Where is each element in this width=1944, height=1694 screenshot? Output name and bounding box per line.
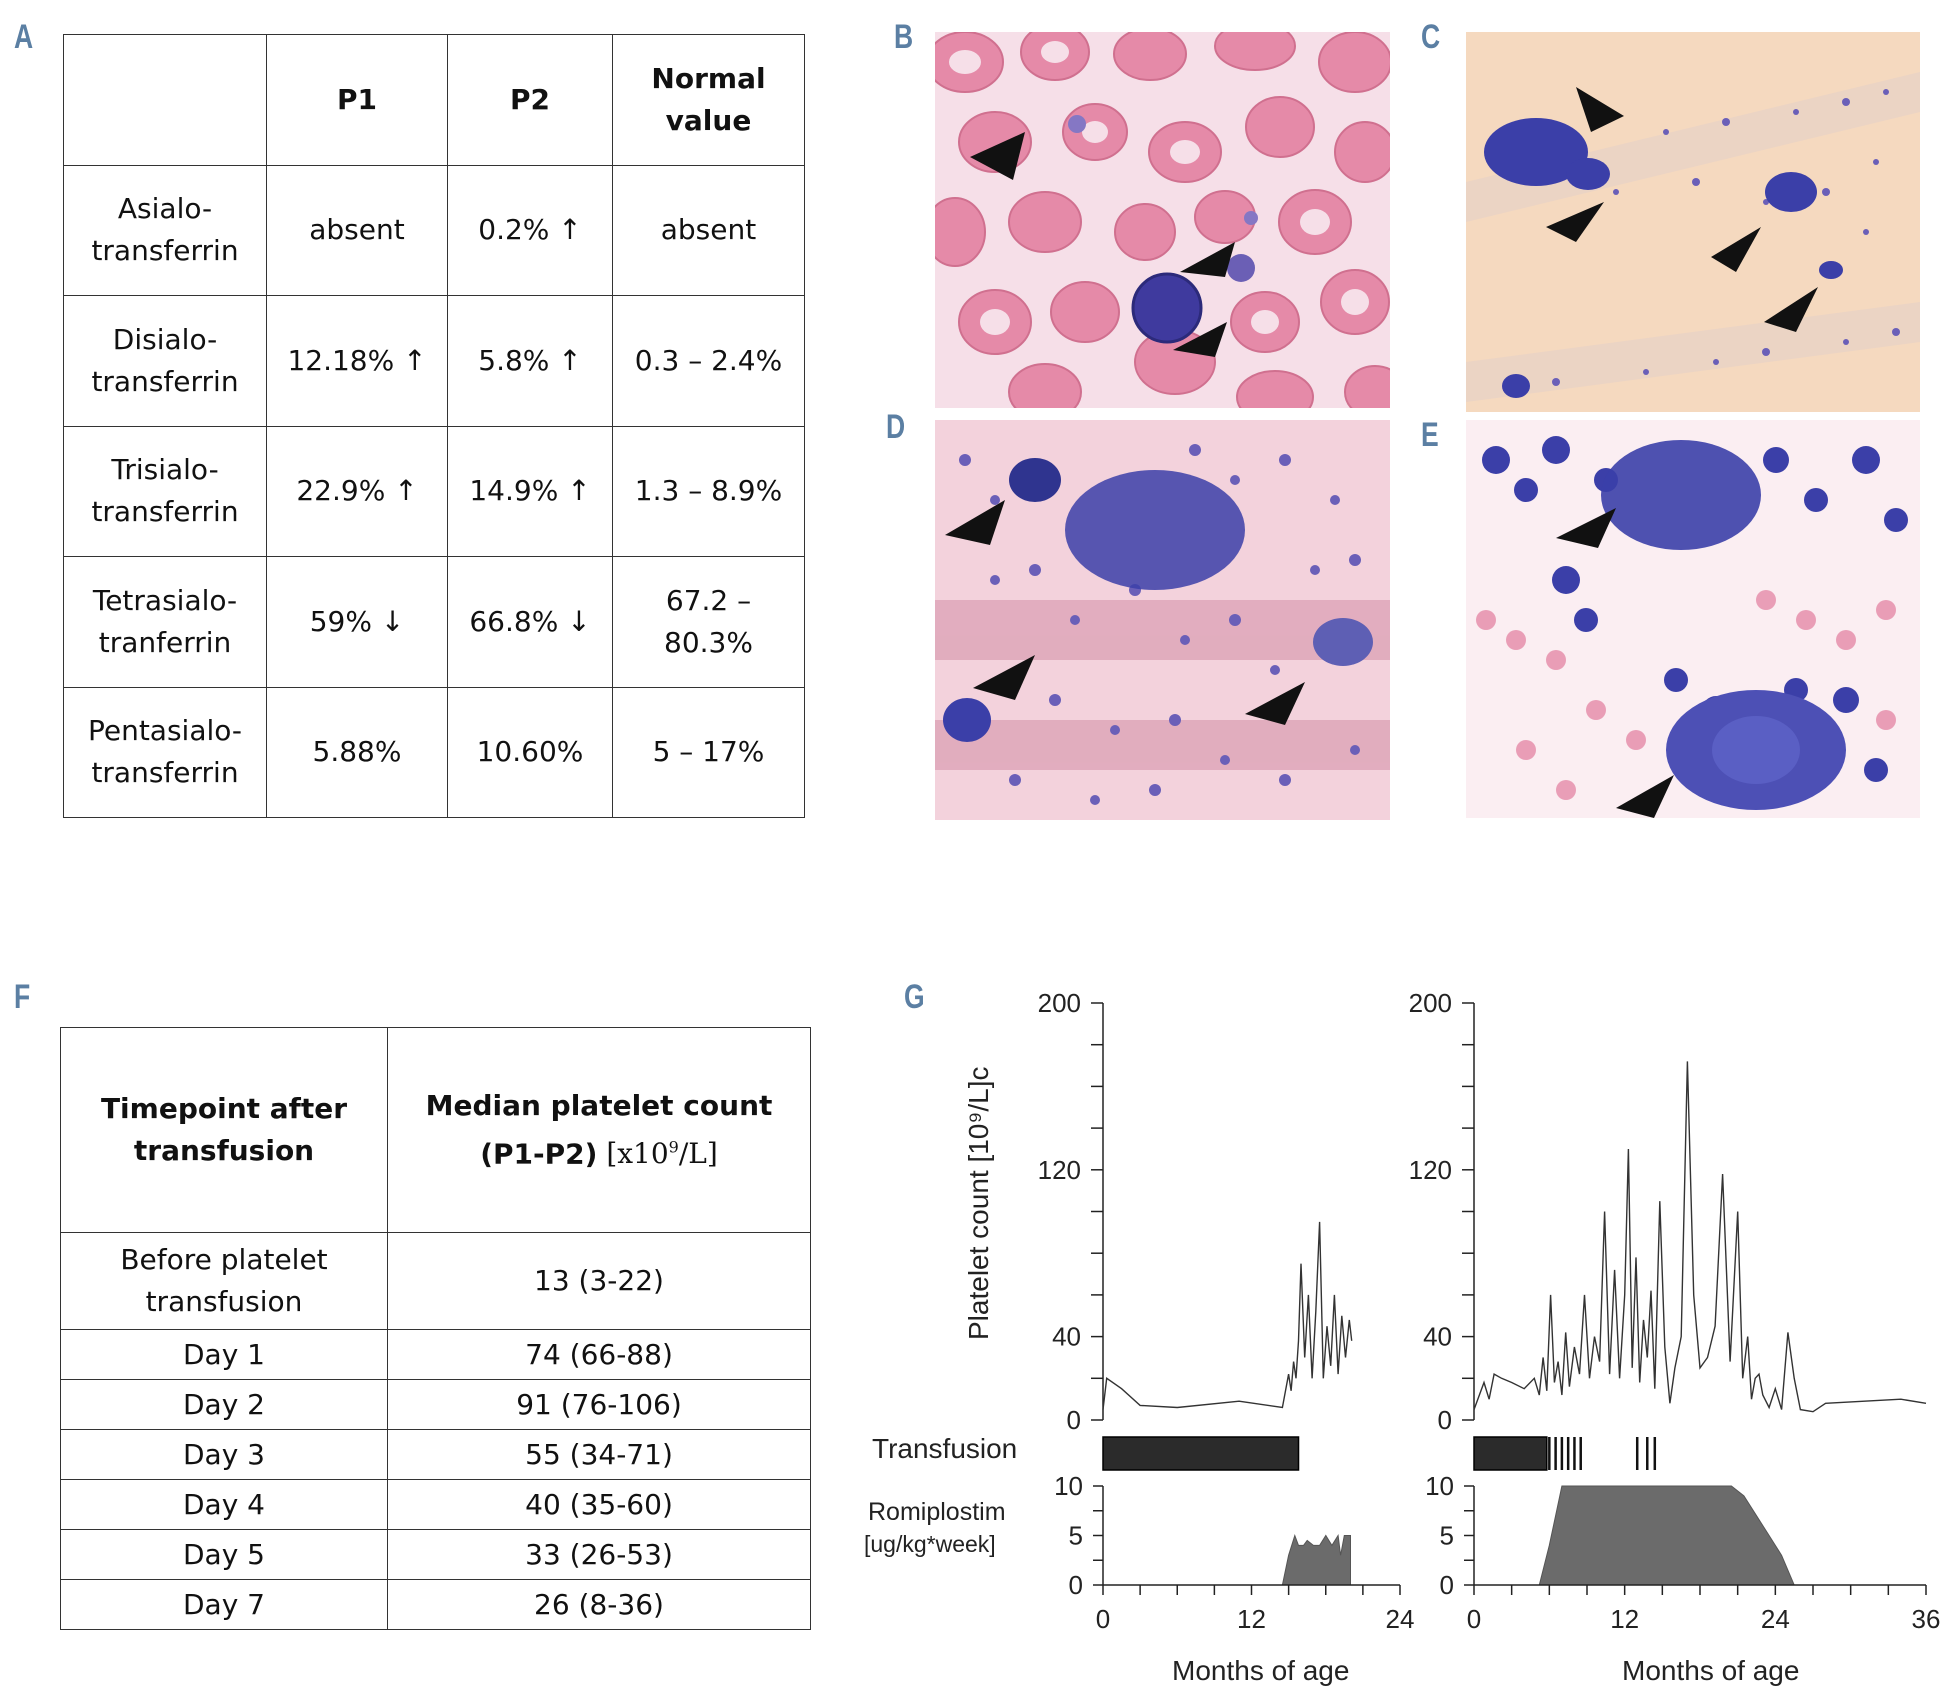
table-row: Day 5 33 (26-53)	[60, 1529, 811, 1580]
chart-1-y-tick-label: 0	[1438, 1405, 1452, 1435]
chart-1-y-tick-label: 200	[1409, 988, 1452, 1018]
chart-0-y-tick-label: 200	[1038, 988, 1081, 1018]
cell-value: 26 (8-36)	[387, 1579, 811, 1630]
chart-1-x-tick-label: 24	[1761, 1604, 1790, 1634]
transferrin-table: P1 P2 Normal value Asialo-transferrin ab…	[63, 34, 805, 818]
cell-p1: 59% ↓	[266, 556, 448, 688]
chart-1-y-tick-label: 120	[1409, 1155, 1452, 1185]
table-header-row: Timepoint after transfusion Median platel…	[60, 1027, 811, 1233]
panel-letter-b: B	[894, 18, 914, 56]
row-label: Asialo-transferrin	[63, 164, 267, 296]
cell-value: 40 (35-60)	[387, 1479, 811, 1530]
cell-p2: 5.8% ↑	[447, 295, 613, 427]
romiplostim-label: Romiplostim	[868, 1498, 1006, 1526]
table-row: Pentasialo-transferrin 5.88% 10.60% 5 – …	[63, 686, 805, 818]
chart-0-y-tick-label: 40	[1052, 1322, 1081, 1352]
header-median-platelet-count: Median platelet count (P1-P2) [x109/L]	[387, 1027, 811, 1233]
chart-1-romiplostim-area	[1538, 1485, 1795, 1586]
table-row: Day 1 74 (66-88)	[60, 1329, 811, 1380]
table-row: Day 4 40 (35-60)	[60, 1479, 811, 1530]
header-timepoint: Timepoint after transfusion	[60, 1027, 388, 1233]
x-axis-label-right: Months of age	[1622, 1655, 1799, 1686]
table-row: Disialo-transferrin 12.18% ↑ 5.8% ↑ 0.3 …	[63, 295, 805, 427]
panel-letter-a: A	[14, 18, 34, 56]
cell-value: 55 (34-71)	[387, 1429, 811, 1480]
cell-p2: 10.60%	[447, 686, 613, 818]
cell-normal: absent	[612, 164, 805, 296]
chart-1-transfusion-bar	[1473, 1436, 1548, 1471]
x-axis-label-left: Months of age	[1172, 1655, 1349, 1686]
panel-letter-c: C	[1421, 18, 1441, 56]
chart-0-y-tick-label: 0	[1067, 1405, 1081, 1435]
chart-1-romiplostim-tick-label: 0	[1440, 1570, 1454, 1600]
header-p2: P2	[447, 34, 613, 166]
chart-0-transfusion-bar	[1102, 1436, 1300, 1471]
cell-timepoint: Day 7	[60, 1579, 388, 1630]
cell-timepoint: Day 1	[60, 1329, 388, 1380]
table-row: Tetrasialo-tranferrin 59% ↓ 66.8% ↓ 67.2…	[63, 556, 805, 688]
header-p1: P1	[266, 34, 448, 166]
chart-0-platelet-line	[1102, 1221, 1353, 1410]
cell-p2: 14.9% ↑	[447, 425, 613, 557]
row-label: Tetrasialo-tranferrin	[63, 556, 267, 688]
chart-1-x-tick-label: 12	[1610, 1604, 1639, 1634]
platelet-count-table: Timepoint after transfusion Median platel…	[60, 1027, 811, 1630]
panel-letter-f: F	[14, 978, 31, 1016]
table-row: Trisialo-transferrin 22.9% ↑ 14.9% ↑ 1.3…	[63, 425, 805, 557]
cell-normal: 5 – 17%	[612, 686, 805, 818]
cell-normal: 67.2 – 80.3%	[612, 556, 805, 688]
chart-1-y-tick-label: 40	[1423, 1322, 1452, 1352]
cell-p1: absent	[266, 164, 448, 296]
cell-value: 13 (3-22)	[387, 1232, 811, 1330]
cell-timepoint: Day 3	[60, 1429, 388, 1480]
row-label: Pentasialo-transferrin	[63, 686, 267, 818]
cell-timepoint: Day 5	[60, 1529, 388, 1580]
transfusion-label: Transfusion	[872, 1433, 1017, 1464]
row-label: Trisialo-transferrin	[63, 425, 267, 557]
micrograph-e-marrow-high-power	[1466, 420, 1920, 818]
chart-0-romiplostim-tick-label: 0	[1069, 1570, 1083, 1600]
table-row: Asialo-transferrin absent 0.2% ↑ absent	[63, 164, 805, 296]
panel-letter-g: G	[904, 978, 925, 1016]
table-row: Day 3 55 (34-71)	[60, 1429, 811, 1480]
cell-p1: 22.9% ↑	[266, 425, 448, 557]
romiplostim-unit-label: [ug/kg*week]	[864, 1531, 996, 1557]
cell-timepoint: Day 4	[60, 1479, 388, 1530]
chart-1-x-tick-label: 36	[1912, 1604, 1941, 1634]
row-label: Disialo-transferrin	[63, 295, 267, 427]
chart-0-y-tick-label: 120	[1038, 1155, 1081, 1185]
chart-0-x-tick-label: 24	[1386, 1604, 1415, 1634]
table-row: Day 7 26 (8-36)	[60, 1579, 811, 1630]
chart-1-platelet-line	[1473, 1061, 1927, 1413]
header-normal-value: Normal value	[612, 34, 805, 166]
micrograph-d-marrow-aspirate	[935, 420, 1390, 820]
micrograph-b-blood-smear	[935, 32, 1390, 408]
chart-1-x-tick-label: 0	[1467, 1604, 1481, 1634]
cell-value: 91 (76-106)	[387, 1379, 811, 1430]
table-row: Before platelet transfusion 13 (3-22)	[60, 1232, 811, 1330]
micrograph-c-bone-marrow	[1466, 32, 1920, 412]
cell-value: 74 (66-88)	[387, 1329, 811, 1380]
panel-letter-d: D	[886, 408, 906, 446]
y-axis-label: Platelet count [10⁹/L]c	[963, 1067, 994, 1341]
cell-p2: 0.2% ↑	[447, 164, 613, 296]
chart-1-romiplostim-tick-label: 10	[1425, 1471, 1454, 1501]
panel-letter-e: E	[1421, 416, 1439, 454]
chart-0-romiplostim-tick-label: 10	[1054, 1471, 1083, 1501]
cell-timepoint: Before platelet transfusion	[60, 1232, 388, 1330]
cell-p2: 66.8% ↓	[447, 556, 613, 688]
chart-1-romiplostim-tick-label: 5	[1440, 1521, 1454, 1551]
chart-0-romiplostim-tick-label: 5	[1069, 1521, 1083, 1551]
cell-normal: 0.3 – 2.4%	[612, 295, 805, 427]
chart-0-x-tick-label: 12	[1237, 1604, 1266, 1634]
chart-0-romiplostim-area	[1281, 1533, 1351, 1586]
cell-p1: 5.88%	[266, 686, 448, 818]
chart-0-x-tick-label: 0	[1096, 1604, 1110, 1634]
